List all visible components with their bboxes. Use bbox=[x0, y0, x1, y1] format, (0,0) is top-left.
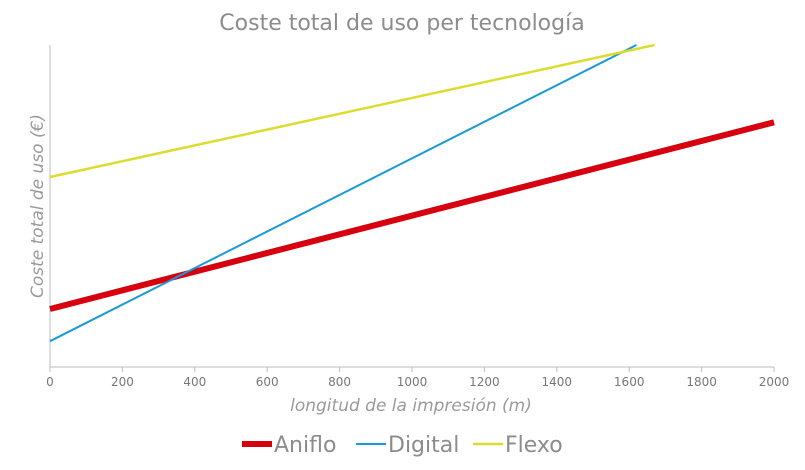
axes: 0 200 400 600 800 1000 1200 1400 1600 1800 2000 bbox=[46, 45, 789, 389]
x-tick-label: 400 bbox=[183, 375, 206, 389]
series-line-digital bbox=[49, 44, 637, 343]
legend-label-aniflo: Aniflo bbox=[274, 433, 336, 458]
x-tick-label: 1600 bbox=[614, 375, 645, 389]
chart-title: Coste total de uso per tecnología bbox=[219, 11, 584, 36]
x-tick-label: 200 bbox=[111, 375, 134, 389]
series-line-aniflo bbox=[49, 119, 775, 312]
x-tick-label: 1800 bbox=[686, 375, 717, 389]
legend-label-flexo: Flexo bbox=[505, 433, 563, 458]
series-line-flexo bbox=[49, 43, 655, 179]
x-tick-label: 1400 bbox=[542, 375, 573, 389]
legend-label-digital: Digital bbox=[388, 433, 459, 458]
x-tick-label: 800 bbox=[328, 375, 351, 389]
x-tick-label: 600 bbox=[256, 375, 279, 389]
x-tick-label: 1200 bbox=[469, 375, 500, 389]
series-layer bbox=[49, 43, 775, 343]
y-axis-label: Coste total de uso (€) bbox=[28, 114, 48, 298]
legend: Aniflo Digital Flexo bbox=[242, 433, 563, 458]
x-tick-label: 0 bbox=[46, 375, 54, 389]
x-axis-label: longitud de la impresión (m) bbox=[290, 396, 532, 416]
x-tick-label: 2000 bbox=[759, 375, 790, 389]
x-tick-label: 1000 bbox=[397, 375, 428, 389]
